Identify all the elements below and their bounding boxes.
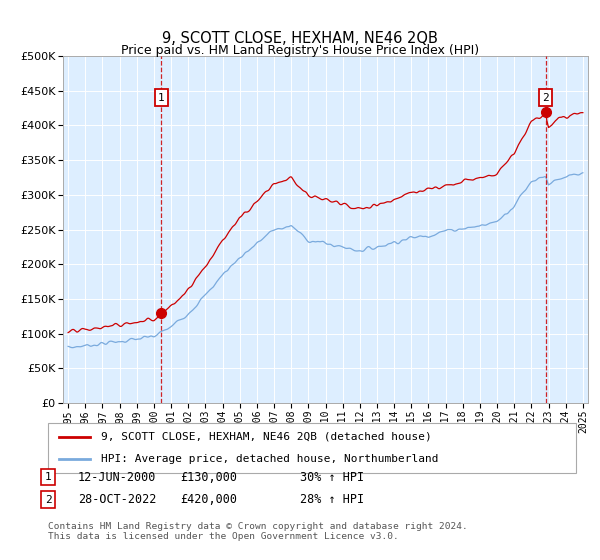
Text: £420,000: £420,000 xyxy=(180,493,237,506)
Text: 28% ↑ HPI: 28% ↑ HPI xyxy=(300,493,364,506)
Text: 2: 2 xyxy=(44,494,52,505)
Text: Contains HM Land Registry data © Crown copyright and database right 2024.
This d: Contains HM Land Registry data © Crown c… xyxy=(48,522,468,542)
Text: 1: 1 xyxy=(44,472,52,482)
Text: 2: 2 xyxy=(542,92,549,102)
Text: 9, SCOTT CLOSE, HEXHAM, NE46 2QB: 9, SCOTT CLOSE, HEXHAM, NE46 2QB xyxy=(162,31,438,46)
Text: £130,000: £130,000 xyxy=(180,470,237,484)
Text: 9, SCOTT CLOSE, HEXHAM, NE46 2QB (detached house): 9, SCOTT CLOSE, HEXHAM, NE46 2QB (detach… xyxy=(101,432,431,442)
Text: 12-JUN-2000: 12-JUN-2000 xyxy=(78,470,157,484)
Text: HPI: Average price, detached house, Northumberland: HPI: Average price, detached house, Nort… xyxy=(101,454,438,464)
Text: Price paid vs. HM Land Registry's House Price Index (HPI): Price paid vs. HM Land Registry's House … xyxy=(121,44,479,57)
Text: 30% ↑ HPI: 30% ↑ HPI xyxy=(300,470,364,484)
Text: 28-OCT-2022: 28-OCT-2022 xyxy=(78,493,157,506)
FancyBboxPatch shape xyxy=(48,423,576,473)
Text: 1: 1 xyxy=(158,92,165,102)
